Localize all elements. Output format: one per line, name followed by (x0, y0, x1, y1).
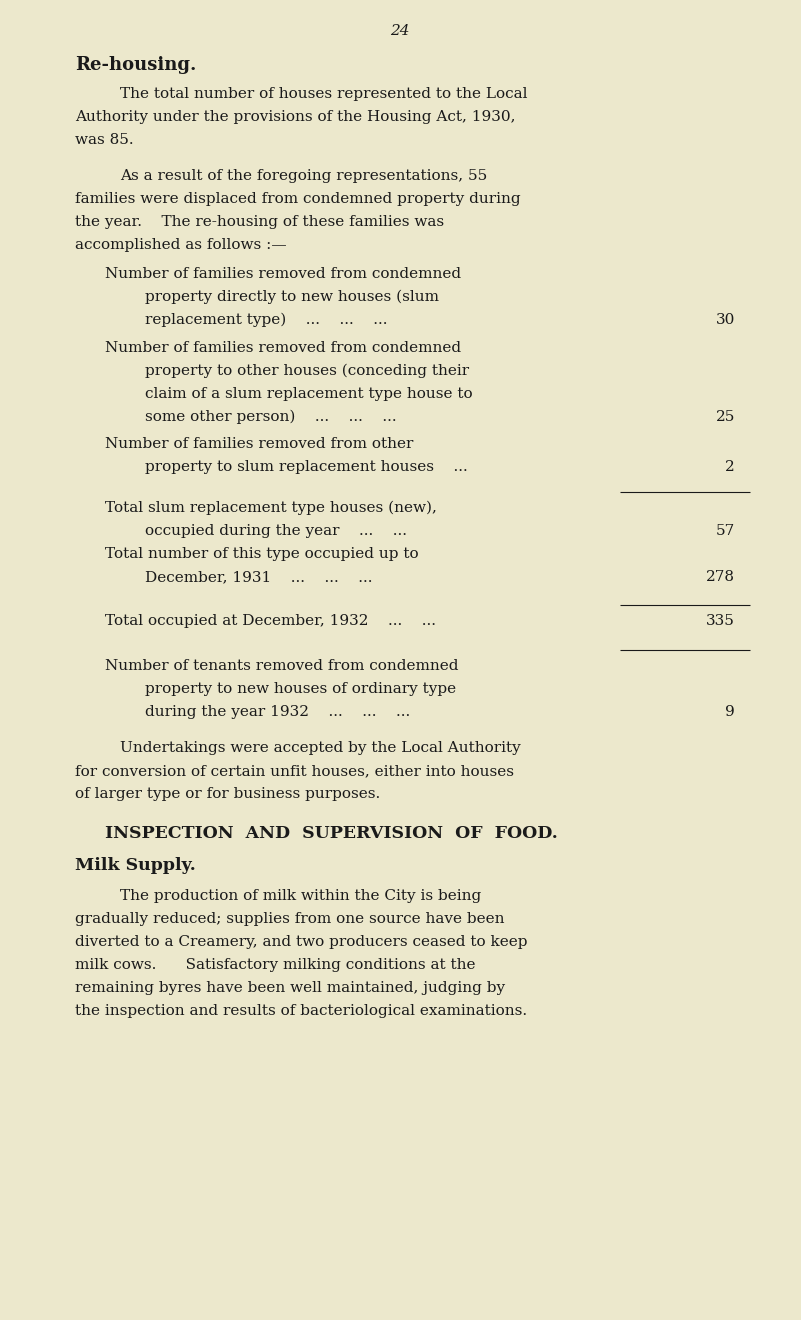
Text: property directly to new houses (slum: property directly to new houses (slum (145, 289, 439, 304)
Text: 335: 335 (706, 614, 735, 628)
Text: milk cows.      Satisfactory milking conditions at the: milk cows. Satisfactory milking conditio… (75, 958, 476, 972)
Text: Re-housing.: Re-housing. (75, 55, 196, 74)
Text: property to slum replacement houses    ...: property to slum replacement houses ... (145, 459, 468, 474)
Text: gradually reduced; supplies from one source have been: gradually reduced; supplies from one sou… (75, 912, 505, 927)
Text: Number of families removed from condemned: Number of families removed from condemne… (105, 267, 461, 281)
Text: Authority under the provisions of the Housing Act, 1930,: Authority under the provisions of the Ho… (75, 110, 516, 124)
Text: of larger type or for business purposes.: of larger type or for business purposes. (75, 787, 380, 801)
Text: 9: 9 (725, 705, 735, 719)
Text: Total slum replacement type houses (new),: Total slum replacement type houses (new)… (105, 500, 437, 515)
Text: replacement type)    ...    ...    ...: replacement type) ... ... ... (145, 313, 388, 327)
Text: The total number of houses represented to the Local: The total number of houses represented t… (120, 87, 528, 102)
Text: Undertakings were accepted by the Local Authority: Undertakings were accepted by the Local … (120, 741, 521, 755)
Text: property to new houses of ordinary type: property to new houses of ordinary type (145, 682, 456, 696)
Text: diverted to a Creamery, and two producers ceased to keep: diverted to a Creamery, and two producer… (75, 935, 528, 949)
Text: 278: 278 (706, 570, 735, 583)
Text: Number of families removed from other: Number of families removed from other (105, 437, 413, 451)
Text: for conversion of certain unfit houses, either into houses: for conversion of certain unfit houses, … (75, 764, 514, 777)
Text: 30: 30 (715, 313, 735, 327)
Text: some other person)    ...    ...    ...: some other person) ... ... ... (145, 409, 396, 424)
Text: families were displaced from condemned property during: families were displaced from condemned p… (75, 191, 521, 206)
Text: 25: 25 (715, 411, 735, 424)
Text: occupied during the year    ...    ...: occupied during the year ... ... (145, 524, 407, 539)
Text: Total occupied at December, 1932    ...    ...: Total occupied at December, 1932 ... ... (105, 614, 436, 628)
Text: As a result of the foregoing representations, 55: As a result of the foregoing representat… (120, 169, 487, 183)
Text: 57: 57 (716, 524, 735, 539)
Text: Number of tenants removed from condemned: Number of tenants removed from condemned (105, 659, 458, 673)
Text: property to other houses (conceding their: property to other houses (conceding thei… (145, 363, 469, 378)
Text: INSPECTION  AND  SUPERVISION  OF  FOOD.: INSPECTION AND SUPERVISION OF FOOD. (105, 825, 557, 842)
Text: the year.    The re-housing of these families was: the year. The re-housing of these famili… (75, 215, 444, 228)
Text: remaining byres have been well maintained, judging by: remaining byres have been well maintaine… (75, 981, 505, 995)
Text: during the year 1932    ...    ...    ...: during the year 1932 ... ... ... (145, 705, 410, 719)
Text: was 85.: was 85. (75, 133, 134, 147)
Text: 24: 24 (390, 24, 410, 38)
Text: December, 1931    ...    ...    ...: December, 1931 ... ... ... (145, 570, 372, 583)
Text: accomplished as follows :—: accomplished as follows :— (75, 238, 287, 252)
Text: Number of families removed from condemned: Number of families removed from condemne… (105, 341, 461, 355)
Text: claim of a slum replacement type house to: claim of a slum replacement type house t… (145, 387, 473, 401)
Text: Milk Supply.: Milk Supply. (75, 857, 195, 874)
Text: 2: 2 (725, 459, 735, 474)
Text: the inspection and results of bacteriological examinations.: the inspection and results of bacteriolo… (75, 1005, 527, 1018)
Text: The production of milk within the City is being: The production of milk within the City i… (120, 888, 481, 903)
Text: Total number of this type occupied up to: Total number of this type occupied up to (105, 546, 419, 561)
